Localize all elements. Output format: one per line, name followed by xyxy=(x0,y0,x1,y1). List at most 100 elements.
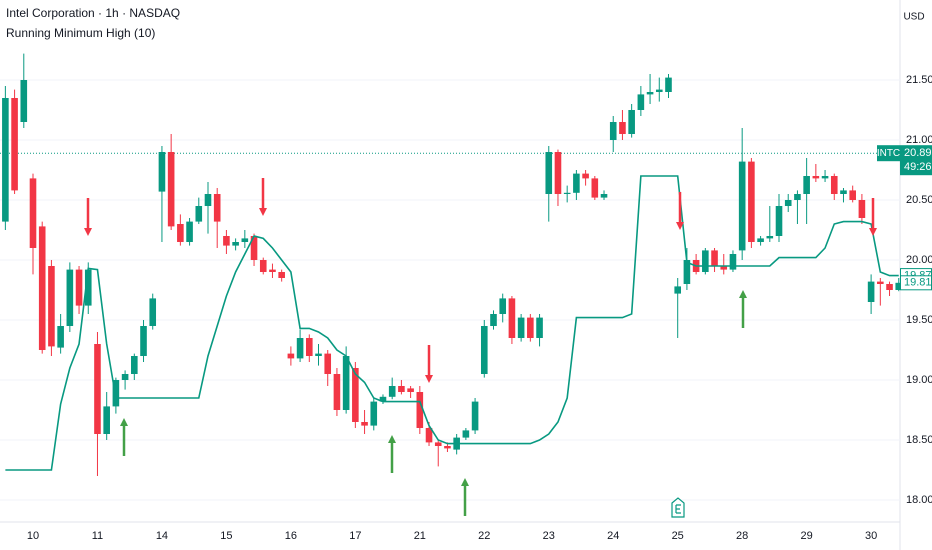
candle-body xyxy=(131,356,138,374)
candle-body xyxy=(84,269,92,306)
candle-body xyxy=(444,446,451,449)
candle-body xyxy=(867,281,875,302)
candle-body xyxy=(20,80,28,122)
candle-body xyxy=(849,190,856,200)
last-price-box xyxy=(900,145,932,176)
candle-body xyxy=(812,176,820,179)
candle-body xyxy=(38,226,46,350)
candle-body xyxy=(619,122,626,134)
candle-body xyxy=(352,368,359,422)
candle-body xyxy=(103,406,110,434)
candle-body xyxy=(499,298,507,314)
candle-body xyxy=(29,178,37,248)
candle-body xyxy=(306,338,313,356)
candle-body xyxy=(379,396,387,402)
x-tick-label: 10 xyxy=(27,530,39,542)
signal-arrows xyxy=(84,178,877,516)
candle-body xyxy=(232,242,239,246)
candle-body xyxy=(315,353,322,356)
buy-arrows xyxy=(120,290,747,516)
candle-body xyxy=(434,442,442,446)
candle-body xyxy=(508,298,516,338)
candle-body xyxy=(830,176,838,194)
candle-body xyxy=(250,236,258,260)
indicator-line xyxy=(5,175,899,471)
candle-body xyxy=(75,269,83,306)
candle-body xyxy=(259,260,267,272)
candle-body xyxy=(140,326,147,356)
candle-body xyxy=(324,353,332,374)
symbol-box xyxy=(877,145,900,162)
y-tick-label: 19.00 xyxy=(906,374,932,386)
candle-body xyxy=(600,194,608,198)
y-tick-label: 21.00 xyxy=(906,134,932,146)
sell-arrows xyxy=(84,178,877,383)
x-tick-label: 28 xyxy=(736,530,748,542)
candle-body xyxy=(545,152,553,194)
candle-body xyxy=(766,236,774,239)
candle-body xyxy=(11,98,18,191)
candle-body xyxy=(794,194,801,200)
candle-body xyxy=(591,178,599,198)
candle-body xyxy=(342,356,350,410)
candle-body xyxy=(158,152,166,192)
y-tick-label: 18.00 xyxy=(906,494,932,506)
candle-body xyxy=(195,206,203,222)
candle-body xyxy=(370,401,378,426)
countdown-label: 49:26 xyxy=(904,161,932,173)
candle-body xyxy=(167,152,175,227)
x-tick-label: 30 xyxy=(865,530,877,542)
candle-body xyxy=(66,269,74,326)
candle-body xyxy=(527,317,534,338)
candle-body xyxy=(204,194,212,206)
x-tick-label: 23 xyxy=(543,530,555,542)
candle-body xyxy=(407,388,414,392)
candle-body xyxy=(895,282,903,290)
candle-body xyxy=(398,386,405,392)
candle-body xyxy=(886,284,893,290)
x-tick-label: 29 xyxy=(801,530,813,542)
candle-body xyxy=(48,266,55,347)
x-tick-label: 22 xyxy=(478,530,490,542)
y-tick-label: 18.50 xyxy=(906,434,932,446)
candle-body xyxy=(711,250,718,266)
candle-body xyxy=(416,392,424,428)
candle-body xyxy=(425,428,433,443)
candle-body xyxy=(361,422,368,426)
candle-body xyxy=(2,98,9,222)
y-tick-label: 20.00 xyxy=(906,254,932,266)
currency: USD xyxy=(903,12,924,23)
chart-title: Intel Corporation · 1h · NASDAQ xyxy=(6,6,180,20)
y-tick-label: 19.50 xyxy=(906,314,932,326)
candle-body xyxy=(563,192,571,194)
candle-body xyxy=(186,221,193,242)
candle-body xyxy=(729,254,737,270)
candle-body xyxy=(775,206,783,236)
y-tick-label: 21.50 xyxy=(906,74,932,86)
symbol-label: INTC xyxy=(877,148,900,159)
candle-body xyxy=(177,224,184,242)
candle-body xyxy=(720,266,728,270)
candle-body xyxy=(821,176,829,179)
earnings-marker xyxy=(671,497,685,518)
candle-body xyxy=(296,338,304,359)
candle-body xyxy=(840,190,847,194)
candle-body xyxy=(637,94,645,110)
candle-body xyxy=(223,236,230,246)
candle-body xyxy=(757,238,764,242)
candle-body xyxy=(149,298,157,326)
candle-body xyxy=(665,77,672,92)
candle-body xyxy=(517,317,525,338)
candle-body xyxy=(269,269,276,272)
x-tick-label: 17 xyxy=(349,530,361,542)
candle-body xyxy=(462,430,470,438)
candle-body xyxy=(57,326,64,348)
candle-body xyxy=(784,200,792,206)
candle-body xyxy=(121,374,129,380)
candle-body xyxy=(573,173,580,193)
candle-body xyxy=(333,374,341,410)
candle-body xyxy=(628,110,635,134)
x-tick-label: 25 xyxy=(672,530,684,542)
